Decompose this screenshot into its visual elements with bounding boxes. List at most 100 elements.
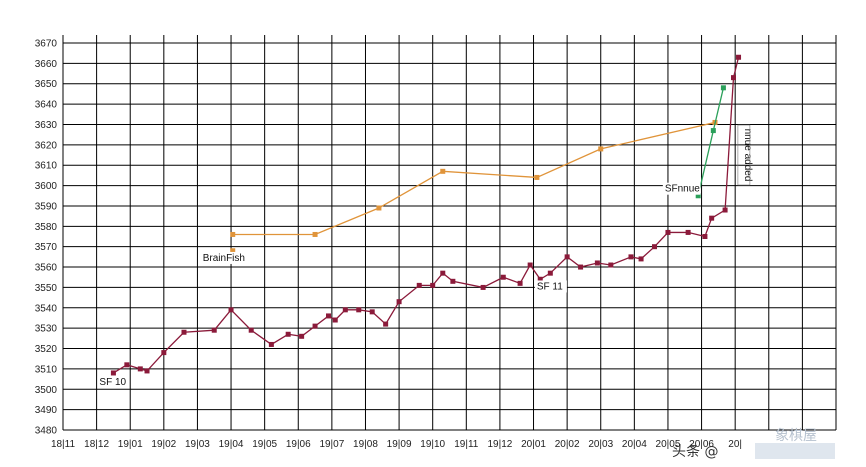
series-point xyxy=(342,307,348,313)
series-point xyxy=(730,75,736,81)
series-point xyxy=(578,264,584,270)
x-tick-label: 19|07 xyxy=(319,439,344,450)
x-tick-label: 19|08 xyxy=(353,439,378,450)
series-point xyxy=(440,270,446,276)
y-tick-label: 3620 xyxy=(35,140,58,151)
series-point xyxy=(665,229,671,235)
y-tick-label: 3630 xyxy=(35,120,58,131)
annotation-layer: SF 10 BrainFish SF 11 SFnnue nnue added xyxy=(97,124,753,389)
series-point xyxy=(268,341,274,347)
annotation-bg xyxy=(662,182,701,195)
x-tick-label: 19|06 xyxy=(286,439,311,450)
series-point xyxy=(430,282,436,288)
series-point xyxy=(710,128,716,134)
x-tick-label: 18|11 xyxy=(51,439,76,450)
x-tick-label: 20|06 xyxy=(689,439,714,450)
watermark-brand: 象棋屋 xyxy=(775,428,817,444)
y-tick-label: 3600 xyxy=(35,181,58,192)
series-point xyxy=(326,313,332,319)
y-tick-label: 3530 xyxy=(35,324,58,335)
series-point xyxy=(537,276,543,282)
series-point xyxy=(638,256,644,262)
series-point xyxy=(144,368,150,374)
series-line xyxy=(113,57,740,374)
series-point xyxy=(720,85,726,91)
series-point xyxy=(702,234,708,239)
series-point xyxy=(230,231,236,237)
x-tick-label: 19|03 xyxy=(185,439,210,450)
x-tick-label: 19|04 xyxy=(219,439,244,450)
series-point xyxy=(369,309,375,315)
x-tick-label: 20|02 xyxy=(555,439,580,450)
x-tick-label: 19|01 xyxy=(118,439,143,450)
series-point xyxy=(598,146,604,152)
x-tick-label: 19|05 xyxy=(252,439,277,450)
x-tick-label: 18|12 xyxy=(84,439,109,450)
series-point xyxy=(685,229,691,235)
series-point xyxy=(594,260,600,266)
series-point xyxy=(161,350,167,356)
x-tick-label: 19|10 xyxy=(420,439,445,450)
series-point xyxy=(709,215,715,221)
y-axis-ticks: 3480 3490 3500 3510 3520 3530 3540 3550 3560 3570… xyxy=(35,39,58,437)
annotation-bg xyxy=(534,280,567,293)
series-point xyxy=(527,262,533,268)
series-point xyxy=(652,244,658,250)
x-tick-label: 20|05 xyxy=(656,439,681,450)
x-tick-label: 19|02 xyxy=(151,439,176,450)
x-tick-label: 20| xyxy=(728,439,742,450)
series-point xyxy=(376,205,382,211)
series-point xyxy=(480,284,486,290)
series-point xyxy=(547,270,553,276)
series-point xyxy=(211,327,217,333)
x-tick-label: 19|11 xyxy=(454,439,479,450)
series-point xyxy=(248,327,254,333)
series-point xyxy=(440,168,446,174)
y-tick-label: 3480 xyxy=(35,426,58,437)
y-tick-label: 3510 xyxy=(35,364,58,375)
y-tick-label: 3490 xyxy=(35,405,58,416)
series-point xyxy=(450,278,456,284)
watermark-box xyxy=(755,443,835,459)
x-tick-label: 19|12 xyxy=(487,439,512,450)
series-point xyxy=(137,366,143,372)
y-tick-label: 3580 xyxy=(35,222,58,233)
annotation-bg xyxy=(200,251,256,264)
series-point xyxy=(312,231,318,237)
series-layer xyxy=(110,54,742,376)
series-point xyxy=(332,317,338,323)
series-point xyxy=(383,321,389,327)
series-point xyxy=(285,331,291,337)
chart-grid xyxy=(62,35,837,431)
series-point xyxy=(181,329,187,335)
annotation: SFnnue xyxy=(665,184,700,195)
annotation: nnue added xyxy=(742,129,753,182)
series-point xyxy=(230,248,236,254)
x-tick-label: 20|04 xyxy=(622,439,647,450)
y-tick-label: 3610 xyxy=(35,161,58,172)
y-tick-label: 3650 xyxy=(35,79,58,90)
x-tick-label: 20|01 xyxy=(521,439,546,450)
x-tick-label: 19|09 xyxy=(387,439,412,450)
series-point xyxy=(608,262,614,268)
series-point xyxy=(722,207,728,213)
series-line xyxy=(232,121,716,236)
annotation-bg xyxy=(97,376,130,389)
series-point xyxy=(695,193,701,199)
y-tick-label: 3500 xyxy=(35,385,58,396)
series-point xyxy=(110,370,116,376)
series-point xyxy=(416,282,422,288)
y-tick-label: 3550 xyxy=(35,283,58,294)
x-tick-label: 20|03 xyxy=(588,439,613,450)
watermark-text: 头条 @ xyxy=(672,443,718,460)
watermark: 头条 @ 象棋屋 xyxy=(672,428,835,460)
y-tick-label: 3540 xyxy=(35,303,58,314)
y-tick-label: 3670 xyxy=(35,39,58,50)
series-point xyxy=(736,54,742,60)
annotation: BrainFish xyxy=(203,253,245,264)
series-point xyxy=(396,299,402,305)
annotation-box xyxy=(737,124,751,186)
y-tick-label: 3640 xyxy=(35,100,58,111)
series-point xyxy=(500,274,506,280)
